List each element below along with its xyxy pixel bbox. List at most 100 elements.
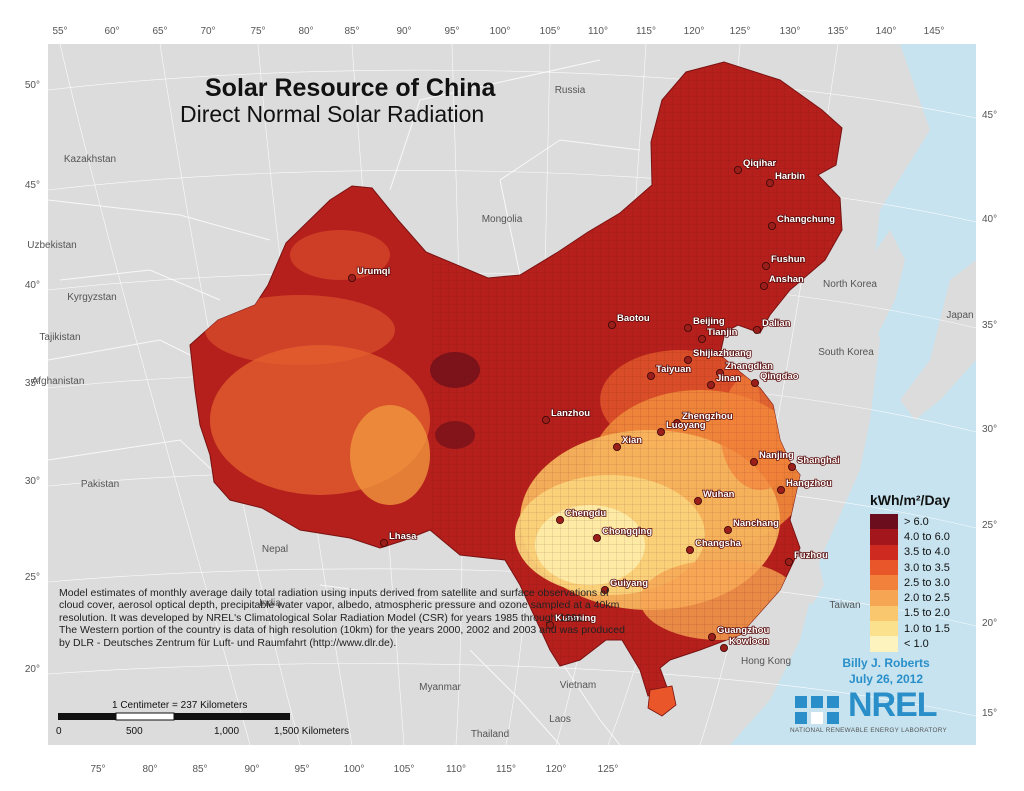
legend-swatch bbox=[870, 590, 898, 606]
description-para-2: The Western portion of the country is da… bbox=[59, 624, 625, 649]
top-longitude-label: 85° bbox=[344, 26, 359, 37]
scale-bar bbox=[58, 712, 290, 721]
city-label: Shanghai bbox=[797, 455, 840, 466]
city-lhasa: Lhasa bbox=[379, 530, 418, 548]
right-latitude-label: 15° bbox=[982, 708, 997, 719]
city-jinan: Jinan bbox=[707, 372, 742, 389]
bottom-longitude-label: 75° bbox=[90, 764, 105, 775]
legend-swatch bbox=[870, 544, 898, 560]
city-marker-dot bbox=[686, 546, 695, 555]
city-chengdu: Chengdu bbox=[556, 507, 607, 525]
right-latitude-label: 35° bbox=[982, 320, 997, 331]
city-luoyang: Luoyang bbox=[657, 419, 707, 436]
legend-item: 2.5 to 3.0 bbox=[870, 575, 950, 591]
city-label: Hangzhou bbox=[786, 478, 832, 489]
graticule-line bbox=[47, 170, 977, 223]
city-changsha: Changsha bbox=[686, 537, 742, 555]
city-guangzhou: Guangzhou bbox=[708, 624, 770, 642]
right-latitude-label: 20° bbox=[982, 618, 997, 629]
author-block: Billy J. Roberts July 26, 2012 bbox=[832, 655, 940, 687]
city-marker-dot bbox=[707, 380, 716, 389]
city-label: Lhasa bbox=[389, 531, 417, 542]
graticule-line bbox=[47, 568, 977, 627]
legend-swatch bbox=[870, 621, 898, 637]
country-label: Kyrgyzstan bbox=[67, 292, 116, 303]
scale-label: 1,000 bbox=[214, 726, 240, 737]
city-nanchang: Nanchang bbox=[724, 517, 780, 535]
city-marker-dot bbox=[768, 221, 777, 230]
bottom-longitude-label: 105° bbox=[394, 764, 415, 775]
city-label: Urumqi bbox=[357, 266, 390, 277]
city-label: Lanzhou bbox=[551, 408, 590, 419]
legend-label: 1.0 to 1.5 bbox=[904, 622, 950, 635]
city-marker-dot bbox=[647, 371, 656, 380]
top-longitude-label: 120° bbox=[684, 26, 705, 37]
city-markers: Qiqihar Harbin Changchung Fushun Anshan Dalia… bbox=[347, 157, 841, 653]
top-longitude-label: 70° bbox=[200, 26, 215, 37]
country-label: Thailand bbox=[471, 729, 509, 740]
country-label: Japan bbox=[946, 310, 973, 321]
map-subtitle: Direct Normal Solar Radiation bbox=[180, 101, 485, 127]
city-label: Beijing bbox=[693, 316, 725, 327]
city-fuzhou: Fuzhou bbox=[785, 549, 829, 567]
city-marker-dot bbox=[684, 323, 693, 332]
country-label: India bbox=[259, 598, 281, 609]
legend-title: kWh/m²/Day bbox=[870, 492, 951, 508]
right-latitude-label: 30° bbox=[982, 424, 997, 435]
bottom-longitude-label: 100° bbox=[344, 764, 365, 775]
city-xian: Xian bbox=[613, 434, 643, 451]
city-qiqihar: Qiqihar bbox=[734, 157, 777, 174]
city-marker-dot bbox=[601, 586, 610, 595]
right-latitude-label: 40° bbox=[982, 214, 997, 225]
author-date: July 26, 2012 bbox=[848, 672, 924, 686]
legend-item: 1.0 to 1.5 bbox=[870, 621, 950, 637]
hainan-island bbox=[647, 685, 677, 717]
legend-item: < 1.0 bbox=[870, 636, 950, 652]
korea-land bbox=[820, 230, 905, 402]
top-longitude-label: 110° bbox=[588, 26, 608, 37]
city-label: Kunming bbox=[555, 613, 596, 624]
description-para-1: Model estimates of monthly average daily… bbox=[59, 587, 620, 624]
bottom-longitude-label: 115° bbox=[496, 764, 516, 775]
top-longitude-label: 115° bbox=[636, 26, 656, 37]
city-marker-dot bbox=[347, 273, 356, 282]
city-marker-dot bbox=[760, 281, 769, 290]
map-description: Model estimates of monthly average daily… bbox=[59, 587, 634, 649]
country-labels: Russia Kazakhstan Mongolia Uzbekistan Kyrgyz… bbox=[27, 85, 973, 740]
city-label: Nanjing bbox=[759, 450, 794, 461]
scale-label: 1,500 Kilometers bbox=[274, 726, 350, 737]
city-taiyuan: Taiyuan bbox=[647, 363, 692, 380]
city-marker-dot bbox=[556, 516, 565, 525]
city-marker-dot bbox=[720, 644, 729, 653]
top-longitude-label: 65° bbox=[152, 26, 167, 37]
legend-item: 4.0 to 6.0 bbox=[870, 529, 950, 545]
city-harbin: Harbin bbox=[766, 170, 806, 187]
city-label: Zhangdian bbox=[725, 361, 773, 372]
city-marker-dot bbox=[716, 368, 725, 377]
city-qingdao: Qingdao bbox=[751, 370, 800, 387]
city-marker-dot bbox=[657, 427, 666, 436]
city-label: Zhengzhou bbox=[682, 411, 733, 422]
city-marker-dot bbox=[608, 320, 617, 329]
city-anshan: Anshan bbox=[760, 273, 805, 290]
city-marker-dot bbox=[724, 526, 733, 535]
country-label: Afghanistan bbox=[32, 376, 85, 387]
city-label: Qiqihar bbox=[743, 158, 777, 169]
city-label: Fuzhou bbox=[794, 550, 828, 561]
legend-items: > 6.0 4.0 to 6.0 3.5 to 4.0 3.0 to 3.5 2.5 t… bbox=[870, 514, 950, 652]
top-longitude-label: 55° bbox=[52, 26, 67, 37]
nrel-wordmark: NREL bbox=[848, 686, 938, 724]
top-longitude-label: 130° bbox=[780, 26, 801, 37]
legend-swatch bbox=[870, 559, 898, 576]
city-marker-dot bbox=[613, 442, 622, 451]
city-label: Chengdu bbox=[565, 508, 606, 519]
city-tianjin: Tianjin bbox=[698, 326, 738, 343]
city-label: Xian bbox=[622, 435, 642, 446]
city-shijiazhuang: Shijiazhuang bbox=[684, 347, 753, 364]
bottom-longitude-label: 110° bbox=[446, 764, 466, 775]
legend-label: > 6.0 bbox=[904, 515, 929, 528]
city-label: Jinan bbox=[716, 373, 741, 384]
city-urumqi: Urumqi bbox=[347, 265, 391, 282]
city-marker-dot bbox=[762, 261, 771, 270]
city-label: Chongqing bbox=[602, 526, 652, 537]
